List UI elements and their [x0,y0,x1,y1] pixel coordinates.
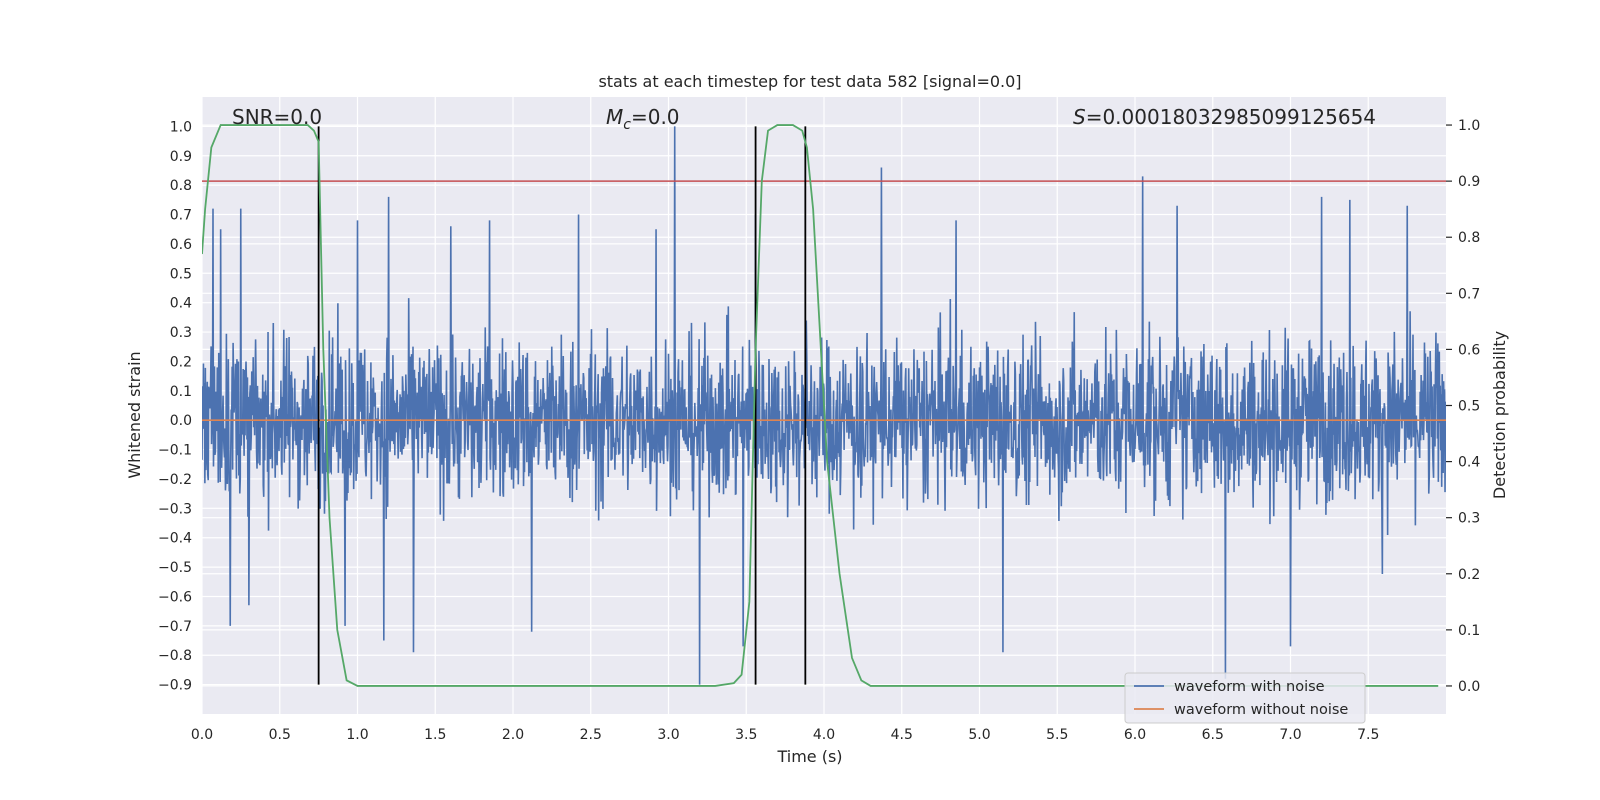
left-y-tick-label: 0.8 [170,178,192,194]
right-y-axis-label: Detection probability [1490,331,1509,499]
legend-label-noise: waveform with noise [1174,679,1325,695]
right-y-tick-label: 0.4 [1458,455,1480,471]
waveform-with-noise-series [202,126,1446,685]
legend-box [1124,672,1366,724]
right-y-tick-label: 0.7 [1458,286,1480,302]
left-y-tick-label: 0.1 [170,384,192,400]
left-y-axis-label: Whitened strain [125,351,144,478]
right-y-axis-ticks: 1.0 0.9 0.8 0.7 0.6 0.5 0.4 0.3 0.2 0.1 0.0 [1446,118,1480,695]
s-annotation: S=0.00018032985099125654 [1073,105,1376,129]
x-tick-label: 5.0 [968,727,990,743]
chirp-mass-subscript: c [623,117,631,133]
right-y-tick-label: 0.0 [1458,679,1480,695]
left-y-tick-label: 0.9 [170,149,192,165]
right-y-tick-label: 0.9 [1458,174,1480,190]
x-tick-label: 5.5 [1046,727,1068,743]
left-y-tick-label: −0.4 [158,531,192,547]
left-y-tick-label: −0.2 [158,472,192,488]
chart-title: stats at each timestep for test data 582… [598,72,1021,91]
vertical-markers [317,126,807,685]
x-tick-label: 4.5 [891,727,913,743]
left-y-tick-label: 0.7 [170,208,192,224]
left-y-tick-label: 0.0 [170,413,192,429]
s-value: =0.00018032985099125654 [1086,105,1376,129]
x-tick-label: 4.0 [813,727,835,743]
left-y-tick-label: −0.9 [158,678,192,694]
right-y-tick-label: 0.8 [1458,230,1480,246]
left-y-tick-label: 0.4 [170,296,192,312]
right-y-tick-label: 0.3 [1458,511,1480,527]
x-tick-label: 7.5 [1357,727,1379,743]
left-y-tick-label: −0.3 [158,501,192,517]
x-tick-label: 6.5 [1202,727,1224,743]
chirp-mass-annotation: Mc=0.0 [606,105,680,133]
x-axis-label: Time (s) [776,747,842,766]
left-y-tick-label: −0.1 [158,443,192,459]
s-symbol: S [1073,105,1086,129]
x-tick-label: 0.5 [269,727,291,743]
x-tick-label: 1.0 [346,727,368,743]
right-y-tick-label: 0.1 [1458,623,1480,639]
detection-probability-series [202,124,1439,687]
x-tick-label: 2.5 [580,727,602,743]
x-tick-label: 0.0 [191,727,213,743]
left-y-tick-label: −0.8 [158,648,192,664]
left-y-tick-label: −0.5 [158,560,192,576]
chirp-mass-symbol: M [606,105,623,129]
x-axis-ticks: 0.0 0.5 1.0 1.5 2.0 2.5 3.0 3.5 4.0 4.5 5.0 5.5 6.0 6… [191,727,1380,743]
x-tick-label: 6.0 [1124,727,1146,743]
legend: waveform with noise waveform without noi… [1124,672,1366,724]
right-y-tick-label: 1.0 [1458,118,1480,134]
x-tick-label: 3.0 [657,727,679,743]
x-tick-label: 7.0 [1279,727,1301,743]
right-y-tick-label: 0.5 [1458,399,1480,415]
snr-annotation: SNR=0.0 [232,105,322,129]
right-y-tick-label: 0.2 [1458,567,1480,583]
left-y-tick-label: 0.6 [170,237,192,253]
x-tick-label: 2.0 [502,727,524,743]
plot-content [202,124,1446,687]
legend-label-clean: waveform without noise [1174,702,1348,718]
left-y-axis-ticks: 1.0 0.9 0.8 0.7 0.6 0.5 0.4 0.3 0.2 0.1 0.0 −0.1 −0.… [158,119,192,693]
x-tick-label: 3.5 [735,727,757,743]
x-tick-label: 1.5 [424,727,446,743]
left-y-tick-label: 1.0 [170,119,192,135]
left-y-tick-label: −0.6 [158,589,192,605]
chirp-mass-value: =0.0 [631,105,680,129]
left-y-tick-label: 0.3 [170,325,192,341]
left-y-tick-label: −0.7 [158,619,192,635]
left-y-tick-label: 0.2 [170,354,192,370]
right-y-tick-label: 0.6 [1458,342,1480,358]
left-y-tick-label: 0.5 [170,266,192,282]
